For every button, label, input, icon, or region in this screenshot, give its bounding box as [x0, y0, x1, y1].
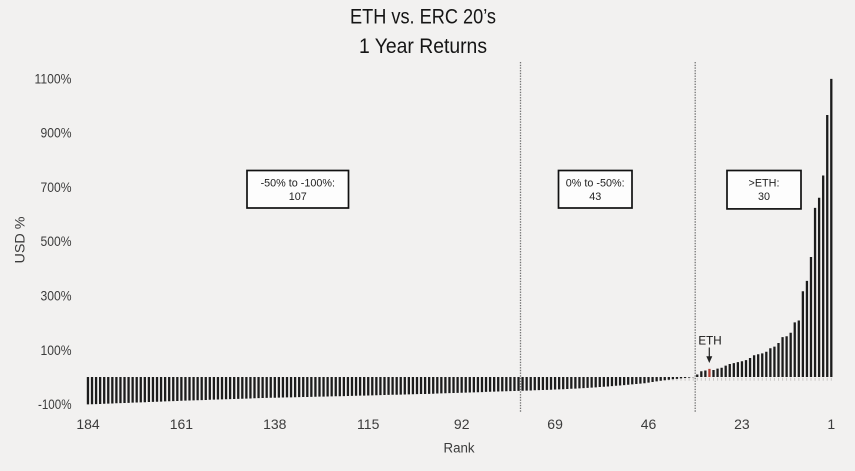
svg-text:30: 30: [758, 191, 770, 203]
svg-text:1100%: 1100%: [35, 71, 72, 87]
svg-text:900%: 900%: [41, 126, 72, 142]
svg-text:500%: 500%: [41, 234, 72, 250]
svg-text:300%: 300%: [41, 289, 72, 305]
svg-text:107: 107: [289, 191, 307, 203]
svg-text:69: 69: [547, 416, 563, 432]
svg-text:>ETH:: >ETH:: [749, 177, 780, 189]
svg-text:-100%: -100%: [38, 397, 72, 413]
svg-text:1: 1: [827, 416, 835, 432]
svg-text:100%: 100%: [41, 343, 72, 359]
svg-text:23: 23: [734, 416, 750, 432]
svg-text:161: 161: [170, 416, 194, 432]
svg-text:115: 115: [357, 416, 380, 432]
svg-text:-50% to -100%:: -50% to -100%:: [261, 177, 335, 189]
svg-text:43: 43: [589, 191, 601, 203]
svg-text:ETH vs. ERC 20’s: ETH vs. ERC 20’s: [350, 4, 496, 28]
svg-text:Rank: Rank: [444, 441, 476, 457]
svg-text:ETH: ETH: [698, 334, 721, 347]
svg-text:138: 138: [263, 416, 287, 432]
svg-text:USD %: USD %: [13, 216, 29, 263]
svg-text:700%: 700%: [41, 180, 72, 196]
svg-text:92: 92: [454, 416, 470, 432]
svg-text:184: 184: [76, 416, 100, 432]
svg-text:46: 46: [641, 416, 657, 432]
svg-text:1 Year Returns: 1 Year Returns: [359, 34, 487, 58]
svg-text:0% to -50%:: 0% to -50%:: [566, 177, 625, 189]
